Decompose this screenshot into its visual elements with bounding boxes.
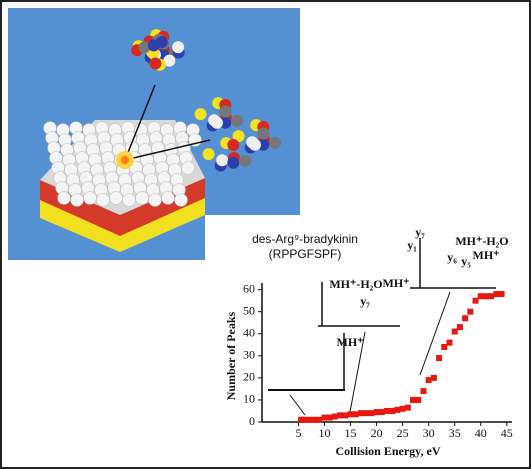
point	[322, 415, 328, 421]
point	[301, 417, 307, 423]
point	[311, 417, 317, 423]
y-tick-label: 10	[243, 392, 255, 406]
point	[342, 412, 348, 418]
y-tick-label: 20	[243, 370, 255, 384]
point	[447, 340, 453, 346]
atom	[97, 194, 110, 207]
atom	[195, 108, 207, 120]
y-axis-label: Number of Peaks	[224, 311, 238, 400]
atom	[149, 194, 162, 207]
atom	[71, 194, 84, 207]
atom	[211, 117, 223, 129]
point	[327, 415, 333, 421]
point	[374, 409, 380, 415]
atom	[227, 157, 239, 169]
point	[348, 411, 354, 417]
atom	[257, 127, 269, 139]
atom	[219, 105, 231, 117]
x-tick-label: 5	[295, 426, 301, 440]
point	[306, 417, 312, 423]
point	[441, 344, 447, 350]
spectrum-label: MH⁺	[473, 248, 500, 262]
atom	[172, 41, 184, 53]
x-tick-label: 20	[371, 426, 383, 440]
spectrum-label: MH⁺-H₂O	[455, 234, 508, 248]
point	[478, 293, 484, 299]
spectrum-label: y₁	[407, 238, 417, 252]
point	[316, 417, 322, 423]
atom	[216, 154, 228, 166]
point	[394, 407, 400, 413]
x-tick-label: 35	[449, 426, 461, 440]
point	[410, 397, 416, 403]
x-tick-label: 10	[319, 426, 331, 440]
point	[358, 410, 364, 416]
atom	[110, 192, 123, 205]
spectrum-label: MH⁺	[337, 335, 364, 349]
point	[400, 406, 406, 412]
x-tick-label: 15	[345, 426, 357, 440]
atom	[231, 115, 243, 127]
point	[488, 293, 494, 299]
atom	[123, 194, 136, 207]
x-tick-label: 25	[397, 426, 409, 440]
atom	[203, 148, 215, 160]
atom	[162, 192, 175, 205]
atom	[148, 39, 160, 51]
spectrum-label: y₆	[447, 250, 457, 264]
atom	[269, 137, 281, 149]
point	[405, 405, 411, 411]
point	[363, 410, 369, 416]
point	[457, 324, 463, 330]
x-tick-label: 40	[475, 426, 487, 440]
annotation: (RPPGFSPF)	[269, 247, 342, 261]
point	[436, 355, 442, 361]
point	[431, 375, 437, 381]
spectrum-label: y₅	[461, 254, 471, 268]
point	[384, 408, 390, 414]
y-tick-label: 50	[243, 303, 255, 317]
atom	[136, 192, 149, 205]
spectrum-label: y₇	[415, 225, 425, 239]
point	[389, 408, 395, 414]
point	[332, 413, 338, 419]
atom	[182, 162, 195, 175]
y-tick-label: 40	[243, 325, 255, 339]
impact-core	[121, 156, 129, 164]
point	[368, 410, 374, 416]
point	[353, 411, 359, 417]
point	[337, 412, 343, 418]
y-tick-label: 0	[249, 414, 255, 428]
point	[493, 291, 499, 297]
atom	[249, 139, 261, 151]
point	[483, 293, 489, 299]
atom	[58, 192, 71, 205]
atom	[239, 155, 251, 167]
point	[473, 298, 479, 304]
atom	[227, 139, 239, 151]
spectrum-label: MH⁺-H₂O	[329, 277, 382, 291]
point	[426, 377, 432, 383]
annotation: des-Arg⁹-bradykinin	[252, 232, 358, 246]
point	[415, 397, 421, 403]
point	[467, 309, 473, 315]
atom	[84, 192, 97, 205]
y-tick-label: 60	[243, 281, 255, 295]
point	[452, 329, 458, 335]
figure: des-Arg⁹-bradykinin (RPPGFSPF) Number of…	[0, 0, 531, 469]
x-tick-label: 30	[423, 426, 435, 440]
y-tick-label: 30	[243, 348, 255, 362]
point	[499, 291, 505, 297]
spectrum-label: MH⁺	[383, 276, 410, 290]
spectrum-label: y₇	[360, 294, 370, 308]
point	[462, 315, 468, 321]
atom	[149, 58, 161, 70]
x-tick-label: 45	[501, 426, 513, 440]
point	[420, 388, 426, 394]
atom	[175, 194, 188, 207]
point	[379, 409, 385, 415]
x-axis-label: Collision Energy, eV	[335, 444, 440, 458]
